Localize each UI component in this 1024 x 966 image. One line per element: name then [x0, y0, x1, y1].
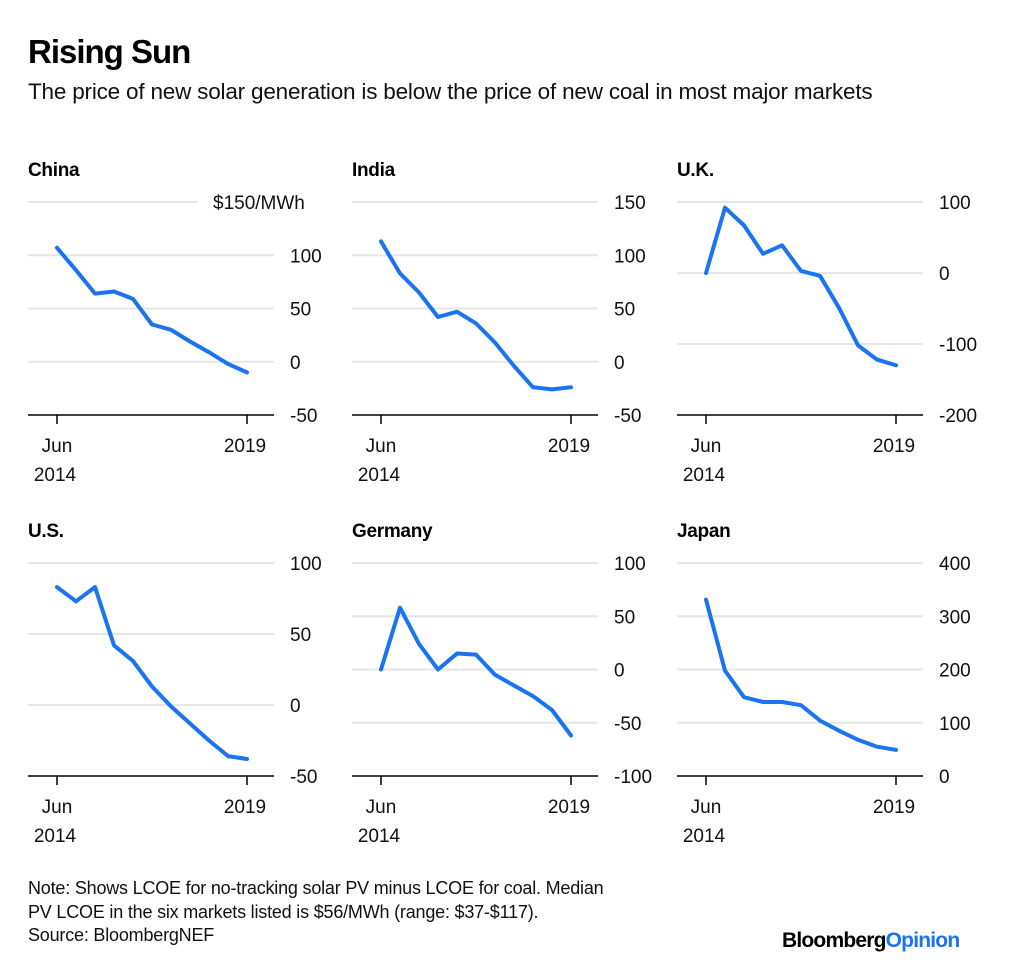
y-tick-label: 50 [290, 625, 311, 646]
chart-subtitle: The price of new solar generation is bel… [28, 79, 873, 104]
logo-bloomberg: Bloomberg [782, 929, 886, 952]
y-tick-label: 100 [290, 554, 322, 575]
y-tick-label: 0 [290, 696, 301, 717]
series-line [704, 205, 898, 368]
footnote-line-2: PV LCOE in the six markets listed is $56… [28, 901, 539, 922]
x-tick-label: Jun [691, 797, 722, 818]
y-tick-label: 50 [614, 300, 635, 321]
panel-title: Japan [677, 521, 731, 542]
x-tick-label: 2014 [34, 826, 77, 847]
panel-title: China [28, 160, 80, 181]
source-line: Source: BloombergNEF [28, 925, 215, 945]
panel-china: China $150/MWh 100 50 0 -50 Jun 2014 2019 [28, 160, 358, 500]
footnote: Note: Shows LCOE for no-tracking solar P… [28, 877, 604, 948]
panel-us: U.S. 100 50 0 -50 Jun 2014 2019 [28, 521, 358, 861]
panel-title: U.S. [28, 521, 64, 542]
x-tick-label: 2019 [873, 797, 915, 818]
y-tick-label: 100 [614, 246, 646, 267]
y-tick-label: 300 [939, 607, 971, 628]
panel-japan: Japan 400 300 200 100 0 Jun 2014 2019 [677, 521, 1007, 861]
x-tick-label: 2019 [548, 436, 590, 457]
y-tick-label: 50 [614, 607, 635, 628]
chart-title: Rising Sun [28, 33, 191, 70]
y-tick-label: 0 [614, 661, 625, 682]
panel-germany: Germany 100 50 0 -50 -100 Jun 2014 2019 [352, 521, 682, 861]
x-tick-label: Jun [42, 797, 73, 818]
y-tick-label: 50 [290, 300, 311, 321]
y-tick-label: 0 [939, 264, 950, 285]
y-tick-label: -50 [290, 406, 317, 427]
panel-india: India 150 100 50 0 -50 Jun 2014 2019 [352, 160, 682, 500]
chart-svg-us: 100 50 0 -50 Jun 2014 2019 [28, 554, 322, 847]
x-tick-label: 2019 [224, 436, 266, 457]
panel-title: U.K. [677, 160, 714, 181]
x-tick-label: Jun [691, 436, 722, 457]
series-line [55, 585, 249, 761]
series-line [379, 605, 573, 738]
series-line [704, 597, 898, 752]
panel-title: India [352, 160, 395, 181]
bloomberg-opinion-logo: BloombergOpinion [782, 929, 961, 953]
x-tick-label: 2014 [34, 465, 77, 486]
x-tick-label: 2019 [548, 797, 590, 818]
chart-svg-japan: 400 300 200 100 0 Jun 2014 2019 [677, 554, 971, 847]
y-tick-label: -100 [614, 767, 652, 788]
y-tick-label: 100 [939, 193, 971, 214]
chart-svg-uk: 100 0 -100 -200 Jun 2014 2019 [677, 193, 977, 486]
logo-opinion: Opinion [885, 929, 961, 952]
y-tick-label: 0 [939, 767, 950, 788]
y-tick-label: -50 [290, 767, 317, 788]
y-tick-label: -50 [614, 406, 641, 427]
y-tick-label: 100 [614, 554, 646, 575]
y-tick-label: -100 [939, 335, 977, 356]
panel-title: Germany [352, 521, 433, 542]
x-tick-label: Jun [366, 797, 397, 818]
x-tick-label: 2019 [873, 436, 915, 457]
x-tick-label: 2014 [358, 826, 401, 847]
x-tick-label: Jun [42, 436, 73, 457]
y-tick-label: 0 [290, 353, 301, 374]
y-tick-label: $150/MWh [213, 193, 305, 214]
y-tick-label: -50 [614, 714, 641, 735]
y-tick-label: 100 [939, 714, 971, 735]
y-tick-label: 400 [939, 554, 971, 575]
y-tick-label: 100 [290, 246, 322, 267]
x-tick-label: 2019 [224, 797, 266, 818]
x-tick-label: 2014 [683, 465, 726, 486]
series-line [55, 245, 249, 375]
y-tick-label: -200 [939, 406, 977, 427]
series-line [379, 239, 573, 392]
y-tick-label: 150 [614, 193, 646, 214]
x-tick-label: Jun [366, 436, 397, 457]
y-tick-label: 200 [939, 661, 971, 682]
chart-svg-germany: 100 50 0 -50 -100 Jun 2014 2019 [352, 554, 652, 847]
footnote-line-1: Note: Shows LCOE for no-tracking solar P… [28, 878, 604, 898]
y-tick-label: 0 [614, 353, 625, 374]
chart-svg-china: $150/MWh 100 50 0 -50 Jun 2014 2019 [28, 193, 322, 486]
x-tick-label: 2014 [358, 465, 401, 486]
x-tick-label: 2014 [683, 826, 726, 847]
chart-svg-india: 150 100 50 0 -50 Jun 2014 2019 [352, 193, 646, 486]
panel-uk: U.K. 100 0 -100 -200 Jun 2014 2019 [677, 160, 1007, 500]
